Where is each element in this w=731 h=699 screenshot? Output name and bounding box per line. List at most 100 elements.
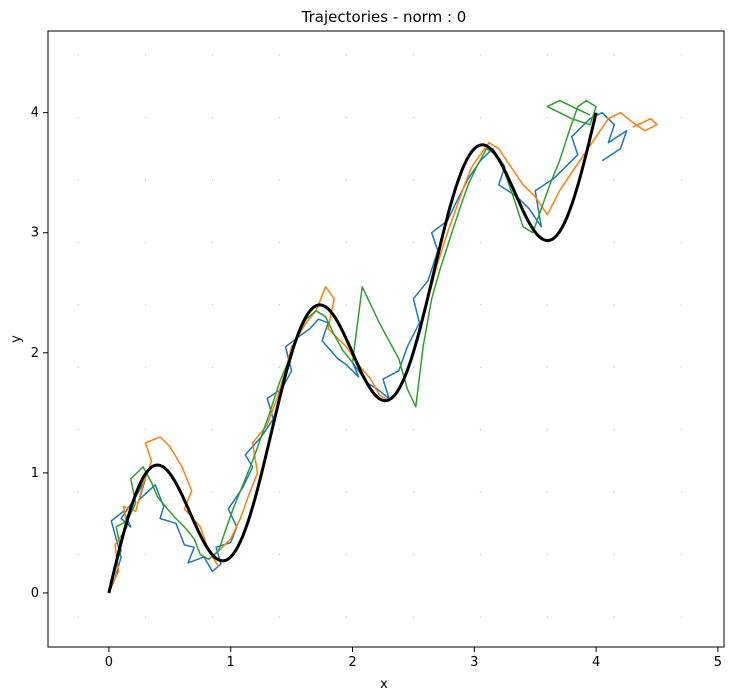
grid-dot [77,616,80,618]
y-axis-label: y [9,335,24,343]
grid-dot [546,304,548,306]
y-tick-label: 2 [31,346,39,361]
grid-dot [412,366,415,368]
grid-dot [77,241,80,243]
grid-dot [211,304,214,306]
x-tick-label: 0 [105,655,113,670]
grid-dot [613,491,615,493]
grid-dot [479,304,481,306]
x-tick-label: 1 [227,655,235,670]
grid-dot [412,429,415,431]
grid-dot [680,304,682,306]
grid-dot [211,179,214,181]
grid-dot [412,179,415,181]
trajectory-line-3 [108,99,597,590]
grid-dot [479,116,481,119]
grid-dot [144,553,147,556]
x-tick-label: 5 [714,655,722,670]
grid-dot [613,116,615,119]
grid-dot [345,54,348,56]
grid-dot [613,616,615,618]
grid-dot [680,429,682,431]
grid-dot [345,429,348,431]
grid-dot [144,304,147,306]
grid-dot [278,116,281,119]
grid-dot [680,616,682,618]
plot-area [107,99,658,594]
grid-dot [412,241,415,243]
x-tick-label: 3 [470,655,478,670]
grid-dot [479,241,481,243]
grid-dot [345,304,348,306]
grid-dot [345,553,348,556]
grid-dot [680,54,682,56]
grid-dot [479,54,481,56]
grid-dot [479,553,481,556]
grid-dot [211,241,214,243]
grid-dot [144,429,147,431]
grid-dot [144,616,147,618]
grid-dot [144,116,147,119]
x-tick-label: 2 [348,655,356,670]
grid-dot [412,304,415,306]
grid-dot [546,553,548,556]
grid-dot [345,366,348,368]
grid-dot [680,241,682,243]
grid-dot [546,179,548,181]
y-tick-label: 3 [31,226,39,241]
grid-dot [278,241,281,243]
grid-dot [680,491,682,493]
grid-dot [345,616,348,618]
x-axis-label: x [380,677,388,692]
grid-dot [546,429,548,431]
grid-dot [613,241,615,243]
grid-dot [546,366,548,368]
y-tick-label: 1 [31,466,39,481]
grid-dot [211,429,214,431]
grid-dot [77,491,80,493]
grid-dot [412,553,415,556]
grid-dot [479,616,481,618]
grid-dot [546,116,548,119]
grid-dot [680,553,682,556]
grid-dot [77,366,80,368]
grid-dot [613,54,615,56]
grid-dot [680,116,682,119]
grid-dot [77,429,80,431]
grid-dot [211,116,214,119]
grid-dot [278,366,281,368]
grid-dot [546,616,548,618]
grid-dot [613,304,615,306]
grid-dot [479,491,481,493]
grid-dot [77,553,80,556]
grid-dot [546,491,548,493]
grid-dot [144,241,147,243]
y-tick-label: 4 [31,106,39,121]
axis-ticks: 0 1 2 3 4 5 0 1 2 3 4 [31,106,722,670]
grid-dot [680,179,682,181]
grid-dot [144,491,147,493]
grid-dot [412,116,415,119]
grid-dot [211,491,214,493]
grid-dot [479,366,481,368]
grid-dot [345,241,348,243]
grid-dot [211,366,214,368]
grid-dot [613,553,615,556]
grid-dot [211,54,214,56]
grid-dot [613,366,615,368]
grid-dot [77,304,80,306]
grid-dot [680,366,682,368]
grid-dot [345,179,348,181]
grid-dot [613,179,615,181]
grid-dot [479,429,481,431]
grid-dot [412,616,415,618]
y-tick-label: 0 [31,586,39,601]
grid-dot [144,366,147,368]
reference-curve [107,112,598,594]
grid-dot [77,116,80,119]
plot-frame [47,30,725,648]
grid-dot [278,491,281,493]
grid-dot [77,179,80,181]
grid-dot [345,491,348,493]
grid-dot [412,54,415,56]
